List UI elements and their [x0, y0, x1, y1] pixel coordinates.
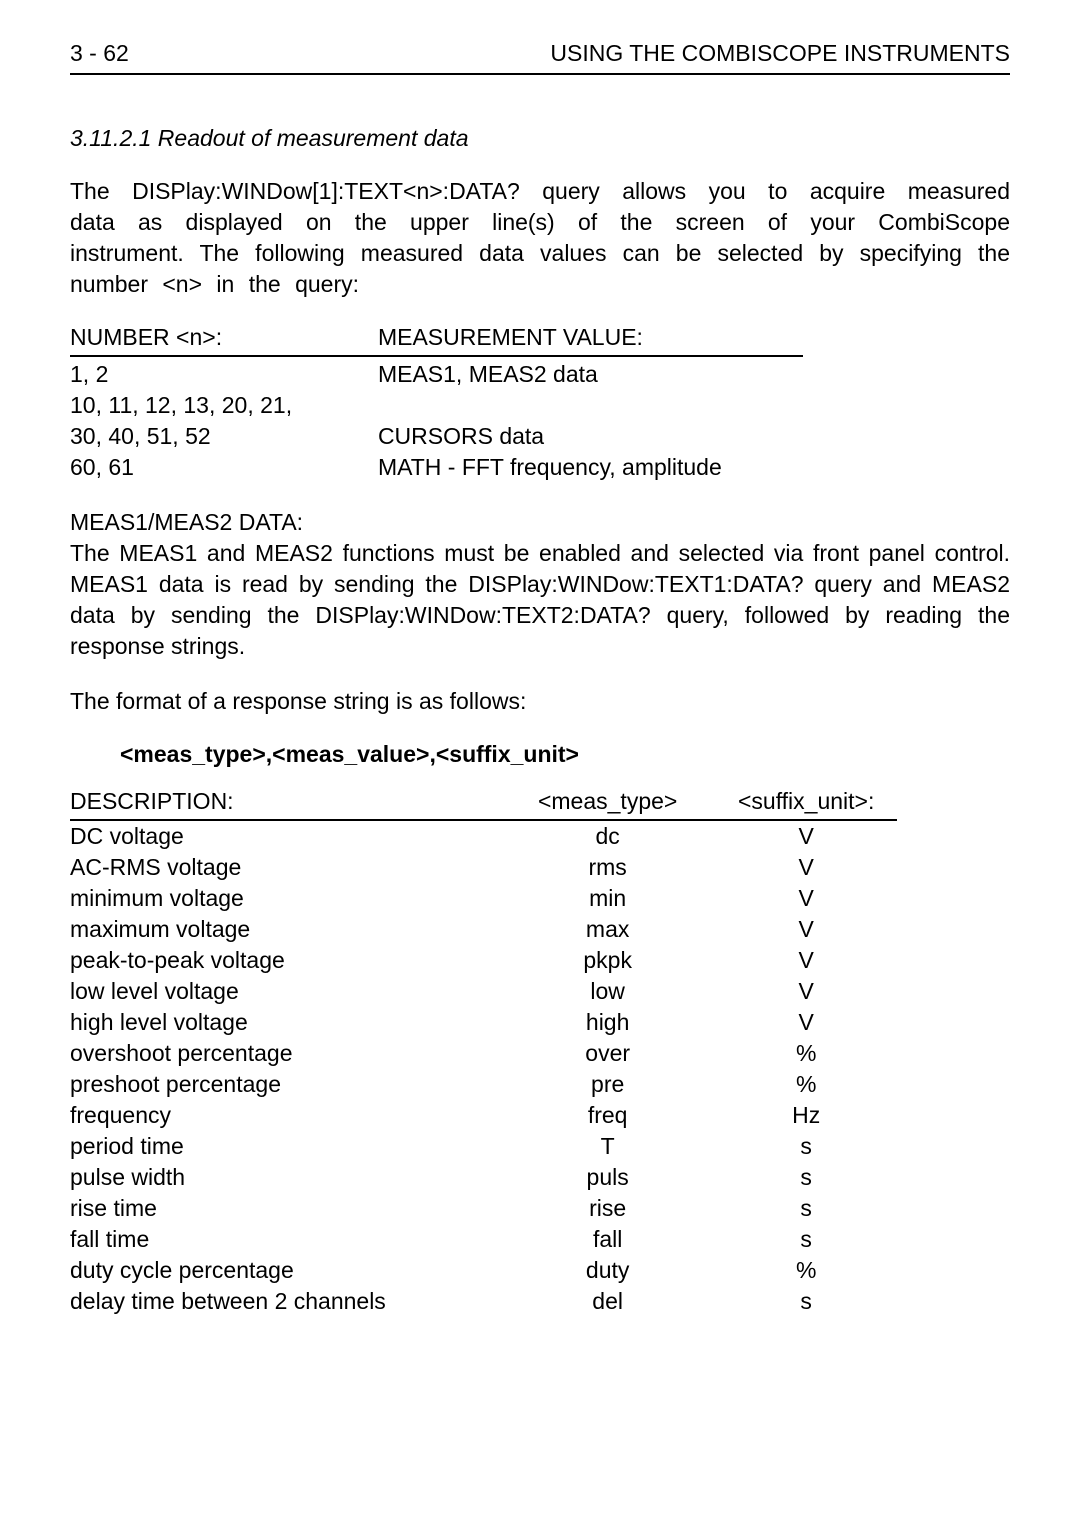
cell-meastype: freq — [500, 1102, 715, 1129]
table-row: low level voltage low V — [70, 976, 897, 1007]
cell-description: rise time — [70, 1195, 500, 1222]
table-row: 10, 11, 12, 13, 20, 21, — [70, 388, 803, 419]
page-header: 3 - 62 USING THE COMBISCOPE INSTRUMENTS — [70, 40, 1010, 75]
cell-description: peak-to-peak voltage — [70, 947, 500, 974]
cell-meastype: max — [500, 916, 715, 943]
cell-meastype: dc — [500, 823, 715, 850]
cell-description: minimum voltage — [70, 885, 500, 912]
cell-suffixunit: Hz — [715, 1102, 897, 1129]
cell-meastype: pkpk — [500, 947, 715, 974]
table-header-suffixunit: <suffix_unit>: — [715, 788, 897, 815]
cell-number: 10, 11, 12, 13, 20, 21, — [70, 392, 378, 419]
cell-description: DC voltage — [70, 823, 500, 850]
format-bold-line: <meas_type>,<meas_value>,<suffix_unit> — [120, 741, 1010, 768]
cell-description: pulse width — [70, 1164, 500, 1191]
table-header-measurement: MEASUREMENT VALUE: — [378, 324, 803, 351]
cell-description: low level voltage — [70, 978, 500, 1005]
table-row: maximum voltage max V — [70, 914, 897, 945]
cell-meastype: fall — [500, 1226, 715, 1253]
cell-meastype: high — [500, 1009, 715, 1036]
cell-suffixunit: s — [715, 1164, 897, 1191]
table-header-number: NUMBER <n>: — [70, 324, 378, 351]
cell-meastype: pre — [500, 1071, 715, 1098]
table-header-row: DESCRIPTION: <meas_type> <suffix_unit>: — [70, 788, 897, 821]
cell-description: fall time — [70, 1226, 500, 1253]
table-row: duty cycle percentage duty % — [70, 1255, 897, 1286]
cell-description: delay time between 2 channels — [70, 1288, 500, 1315]
cell-description: high level voltage — [70, 1009, 500, 1036]
table-header-row: NUMBER <n>: MEASUREMENT VALUE: — [70, 324, 803, 357]
cell-suffixunit: V — [715, 947, 897, 974]
cell-suffixunit: s — [715, 1195, 897, 1222]
header-title: USING THE COMBISCOPE INSTRUMENTS — [550, 40, 1010, 67]
cell-number: 30, 40, 51, 52 — [70, 423, 378, 450]
table-row: 60, 61 MATH - FFT frequency, amplitude — [70, 450, 803, 481]
table-row: period time T s — [70, 1131, 897, 1162]
cell-suffixunit: V — [715, 854, 897, 881]
table-row: peak-to-peak voltage pkpk V — [70, 945, 897, 976]
cell-meastype: puls — [500, 1164, 715, 1191]
cell-description: preshoot percentage — [70, 1071, 500, 1098]
section-title: 3.11.2.1 Readout of measurement data — [70, 125, 1010, 152]
cell-suffixunit: % — [715, 1257, 897, 1284]
cell-suffixunit: V — [715, 916, 897, 943]
table-row: delay time between 2 channels del s — [70, 1286, 897, 1317]
cell-description: period time — [70, 1133, 500, 1160]
cell-suffixunit: s — [715, 1133, 897, 1160]
cell-meastype: over — [500, 1040, 715, 1067]
table-row: 1, 2 MEAS1, MEAS2 data — [70, 357, 803, 388]
cell-suffixunit: V — [715, 823, 897, 850]
cell-meastype: min — [500, 885, 715, 912]
format-intro: The format of a response string is as fo… — [70, 686, 1010, 717]
table-row: overshoot percentage over % — [70, 1038, 897, 1069]
description-type-unit-table: DESCRIPTION: <meas_type> <suffix_unit>: … — [70, 788, 897, 1317]
table-row: minimum voltage min V — [70, 883, 897, 914]
cell-measurement — [378, 392, 803, 419]
cell-meastype: low — [500, 978, 715, 1005]
cell-suffixunit: s — [715, 1226, 897, 1253]
cell-suffixunit: % — [715, 1040, 897, 1067]
cell-description: maximum voltage — [70, 916, 500, 943]
cell-suffixunit: V — [715, 1009, 897, 1036]
cell-measurement: CURSORS data — [378, 423, 803, 450]
cell-suffixunit: s — [715, 1288, 897, 1315]
table-header-meastype: <meas_type> — [500, 788, 715, 815]
cell-suffixunit: % — [715, 1071, 897, 1098]
cell-meastype: rise — [500, 1195, 715, 1222]
table-row: DC voltage dc V — [70, 821, 897, 852]
table-row: 30, 40, 51, 52 CURSORS data — [70, 419, 803, 450]
page-number: 3 - 62 — [70, 40, 129, 67]
table-row: preshoot percentage pre % — [70, 1069, 897, 1100]
cell-meastype: rms — [500, 854, 715, 881]
cell-meastype: del — [500, 1288, 715, 1315]
cell-suffixunit: V — [715, 885, 897, 912]
meas-paragraph: The MEAS1 and MEAS2 functions must be en… — [70, 538, 1010, 662]
cell-description: overshoot percentage — [70, 1040, 500, 1067]
cell-meastype: T — [500, 1133, 715, 1160]
cell-number: 1, 2 — [70, 361, 378, 388]
cell-description: AC-RMS voltage — [70, 854, 500, 881]
cell-description: duty cycle percentage — [70, 1257, 500, 1284]
table-row: rise time rise s — [70, 1193, 897, 1224]
intro-paragraph: The DISPlay:WINDow[1]:TEXT<n>:DATA? quer… — [70, 176, 1010, 300]
cell-measurement: MEAS1, MEAS2 data — [378, 361, 803, 388]
table-row: pulse width puls s — [70, 1162, 897, 1193]
cell-suffixunit: V — [715, 978, 897, 1005]
table-row: high level voltage high V — [70, 1007, 897, 1038]
cell-meastype: duty — [500, 1257, 715, 1284]
meas-data-heading: MEAS1/MEAS2 DATA: — [70, 509, 1010, 536]
table-row: frequency freq Hz — [70, 1100, 897, 1131]
table-header-description: DESCRIPTION: — [70, 788, 500, 815]
cell-measurement: MATH - FFT frequency, amplitude — [378, 454, 803, 481]
number-measurement-table: NUMBER <n>: MEASUREMENT VALUE: 1, 2 MEAS… — [70, 324, 803, 481]
cell-number: 60, 61 — [70, 454, 378, 481]
table-row: fall time fall s — [70, 1224, 897, 1255]
cell-description: frequency — [70, 1102, 500, 1129]
table-row: AC-RMS voltage rms V — [70, 852, 897, 883]
